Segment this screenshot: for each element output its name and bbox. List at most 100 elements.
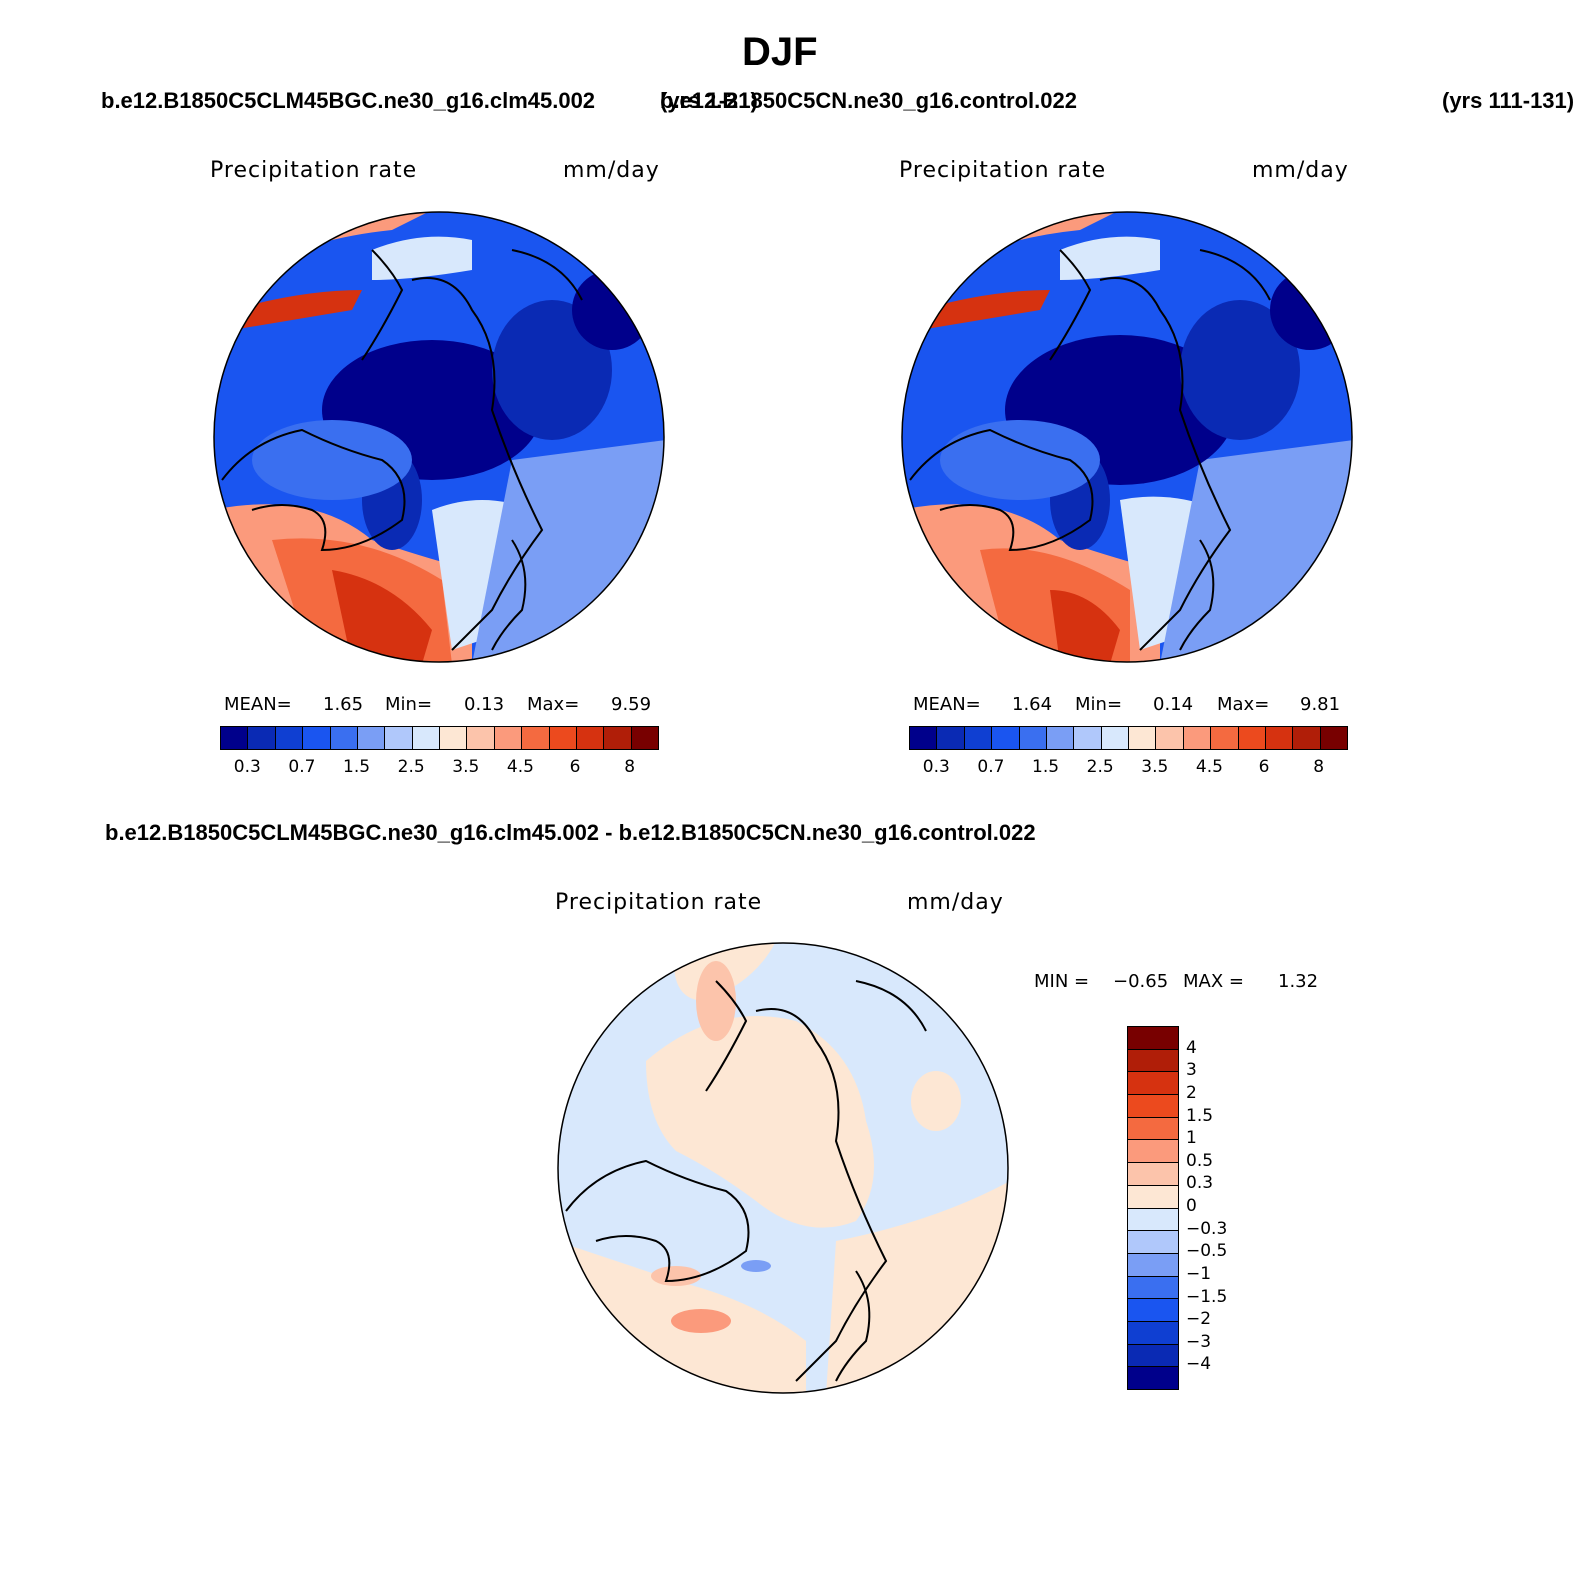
diff-colorbar-label: −3 bbox=[1186, 1331, 1212, 1352]
panel-b-colorbar-box bbox=[1183, 727, 1212, 749]
figure-title: DJF bbox=[742, 30, 818, 74]
panel-a-colorbar-box bbox=[549, 727, 577, 749]
panel-b-colorbar-box bbox=[1238, 727, 1266, 749]
panel-b-colorbar-box bbox=[937, 727, 965, 749]
panel-a-colorbar-box bbox=[248, 727, 276, 749]
panel-b-colorbar-box bbox=[1046, 727, 1075, 749]
diff-colorbar-box bbox=[1128, 1049, 1178, 1073]
panel-a-colorbar-box bbox=[275, 727, 304, 749]
panel-a-colorbar-box bbox=[330, 727, 358, 749]
diff-colorbar-label: 2 bbox=[1186, 1082, 1197, 1103]
panel-b-units: mm/day bbox=[1252, 158, 1349, 183]
panel-a-mean-label: MEAN= bbox=[224, 694, 292, 715]
diff-colorbar-label: 1.5 bbox=[1186, 1105, 1214, 1126]
panel-b-colorbar-label: 4.5 bbox=[1195, 757, 1223, 777]
diff-colorbar-label: 0 bbox=[1186, 1196, 1197, 1216]
diff-colorbar-box bbox=[1128, 1299, 1178, 1322]
panel-a-case-title: b.e12.B1850C5CLM45BGC.ne30_g16.clm45.002 bbox=[101, 88, 596, 113]
panel-b-colorbar-box bbox=[1293, 727, 1321, 749]
panel-a-colorbar-box bbox=[604, 727, 632, 749]
diff-colorbar-label: 3 bbox=[1186, 1060, 1197, 1081]
panel-a-max-value: 9.59 bbox=[611, 694, 652, 715]
panel-a-map bbox=[213, 211, 665, 663]
diff-min-value: −0.65 bbox=[1113, 971, 1169, 992]
panel-b-colorbar-label: 1.5 bbox=[1032, 757, 1060, 777]
diff-colorbar-label: −2 bbox=[1186, 1309, 1212, 1330]
diff-max-label: MAX = bbox=[1183, 971, 1244, 992]
panel-a-colorbar-box bbox=[467, 727, 495, 749]
diff-colorbar-box bbox=[1128, 1095, 1178, 1118]
panel-a-colorbar-box bbox=[440, 727, 468, 749]
panel-b-variable: Precipitation rate bbox=[899, 158, 1107, 183]
diff-case-title: b.e12.B1850C5CLM45BGC.ne30_g16.clm45.002… bbox=[105, 820, 1036, 845]
diff-colorbar-box bbox=[1128, 1117, 1178, 1141]
diff-colorbar-box bbox=[1128, 1185, 1178, 1209]
diff-colorbar-label: 0.3 bbox=[1186, 1173, 1214, 1194]
panel-b-colorbar-label: 2.5 bbox=[1086, 757, 1114, 777]
panel-b-colorbar-box bbox=[1156, 727, 1184, 749]
panel-a-colorbar-box bbox=[357, 727, 386, 749]
panel-b-min-value: 0.14 bbox=[1153, 694, 1194, 715]
diff-colorbar-box bbox=[1128, 1231, 1178, 1254]
panel-b-colorbar-box bbox=[1129, 727, 1157, 749]
panel-a-units: mm/day bbox=[563, 158, 660, 183]
panel-a-colorbar-label: 8 bbox=[624, 757, 636, 777]
panel-b-years: (yrs 111-131) bbox=[1442, 88, 1575, 113]
diff-colorbar-box bbox=[1128, 1253, 1178, 1277]
panel-b-mean-value: 1.64 bbox=[1012, 694, 1053, 715]
panel-a-years: (yrs 1-21) bbox=[660, 88, 758, 113]
diff-colorbar-label: 0.5 bbox=[1186, 1150, 1214, 1171]
panel-b-min-label: Min= bbox=[1075, 694, 1123, 715]
panel-b-colorbar bbox=[909, 726, 1348, 750]
panel-b-mean-label: MEAN= bbox=[913, 694, 981, 715]
panel-a-mean-value: 1.65 bbox=[323, 694, 364, 715]
panel-a-colorbar-label: 1.5 bbox=[343, 757, 371, 777]
diff-colorbar-label: −4 bbox=[1186, 1354, 1212, 1375]
panel-a-max-label: Max= bbox=[527, 694, 580, 715]
panel-a-colorbar-box bbox=[631, 727, 658, 749]
panel-b-map bbox=[901, 211, 1353, 663]
panel-b-colorbar-label: 3.5 bbox=[1141, 757, 1169, 777]
panel-a-colorbar-box bbox=[303, 727, 331, 749]
diff-max-value: 1.32 bbox=[1278, 971, 1319, 992]
panel-a-colorbar-box bbox=[221, 727, 249, 749]
diff-colorbar-label: 4 bbox=[1186, 1037, 1197, 1058]
panel-b-colorbar-box bbox=[1074, 727, 1102, 749]
diff-units: mm/day bbox=[907, 890, 1004, 915]
panel-b-colorbar-box bbox=[1211, 727, 1239, 749]
panel-b-colorbar-label: 6 bbox=[1258, 757, 1270, 777]
diff-colorbar-box bbox=[1128, 1276, 1178, 1300]
panel-b-colorbar-label: 8 bbox=[1313, 757, 1325, 777]
diff-colorbar-label: −0.3 bbox=[1186, 1218, 1228, 1239]
panel-b-colorbar-box bbox=[910, 727, 938, 749]
panel-a-colorbar-box bbox=[385, 727, 413, 749]
diff-colorbar-box bbox=[1128, 1344, 1178, 1368]
panel-a-colorbar-label: 2.5 bbox=[397, 757, 425, 777]
diff-colorbar-label: −0.5 bbox=[1186, 1241, 1228, 1262]
panel-b-colorbar-label: 0.7 bbox=[977, 757, 1005, 777]
panel-b-colorbar-box bbox=[1265, 727, 1294, 749]
diff-colorbar-label: −1.5 bbox=[1186, 1286, 1228, 1307]
panel-b-max-label: Max= bbox=[1217, 694, 1270, 715]
panel-a-colorbar-box bbox=[576, 727, 605, 749]
panel-a-colorbar bbox=[220, 726, 659, 750]
diff-variable: Precipitation rate bbox=[555, 890, 763, 915]
diff-colorbar-box bbox=[1128, 1321, 1178, 1345]
panel-b-colorbar-label: 0.3 bbox=[922, 757, 950, 777]
panel-a-colorbar-label: 0.3 bbox=[233, 757, 261, 777]
diff-colorbar-box bbox=[1128, 1208, 1178, 1232]
diff-colorbar-label: −1 bbox=[1186, 1263, 1212, 1284]
diff-colorbar-box bbox=[1128, 1140, 1178, 1164]
panel-a-colorbar-label: 4.5 bbox=[506, 757, 534, 777]
panel-a-colorbar-box bbox=[494, 727, 523, 749]
panel-a-colorbar-label: 6 bbox=[569, 757, 581, 777]
panel-b-colorbar-box bbox=[1101, 727, 1129, 749]
panel-a-variable: Precipitation rate bbox=[210, 158, 418, 183]
panel-a-colorbar-label: 3.5 bbox=[452, 757, 480, 777]
panel-b-colorbar-box bbox=[964, 727, 993, 749]
diff-colorbar-box bbox=[1128, 1367, 1178, 1389]
panel-b-max-value: 9.81 bbox=[1300, 694, 1341, 715]
panel-b-colorbar-box bbox=[1320, 727, 1347, 749]
diff-map bbox=[557, 942, 1009, 1394]
diff-min-label: MIN = bbox=[1034, 971, 1090, 992]
